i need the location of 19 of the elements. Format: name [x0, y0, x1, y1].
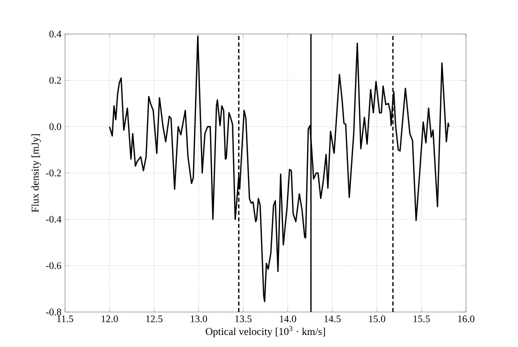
y-tick-label: -0.4 — [46, 216, 62, 223]
x-tick-label: 12.5 — [146, 316, 162, 322]
x-axis-title: Optical velocity [10$^{3}$ · km/s] — [206, 326, 325, 338]
x-tick-label: 14.5 — [324, 316, 341, 322]
y-tick-label: 0.0 — [49, 123, 62, 130]
y-tick-label: 0.4 — [49, 30, 62, 38]
y-tick-label: -0.8 — [46, 308, 62, 316]
y-tick-label: -0.2 — [46, 170, 61, 176]
y-tick-label: -0.6 — [46, 262, 62, 270]
x-tick-label: 16.0 — [458, 316, 474, 322]
x-tick-label: 12.0 — [102, 316, 118, 322]
x-tick-label: 13.0 — [190, 316, 208, 322]
x-tick-label: 11.5 — [57, 316, 74, 322]
y-tick-label: 0.2 — [49, 76, 61, 84]
x-tick-label: 14.0 — [280, 316, 296, 322]
x-tick-label: 13.5 — [235, 316, 252, 322]
x-tick-label: 15.0 — [369, 316, 386, 322]
x-tick-label: 15.5 — [414, 316, 430, 322]
y-axis-title: Flux density [mJy] — [31, 134, 41, 212]
